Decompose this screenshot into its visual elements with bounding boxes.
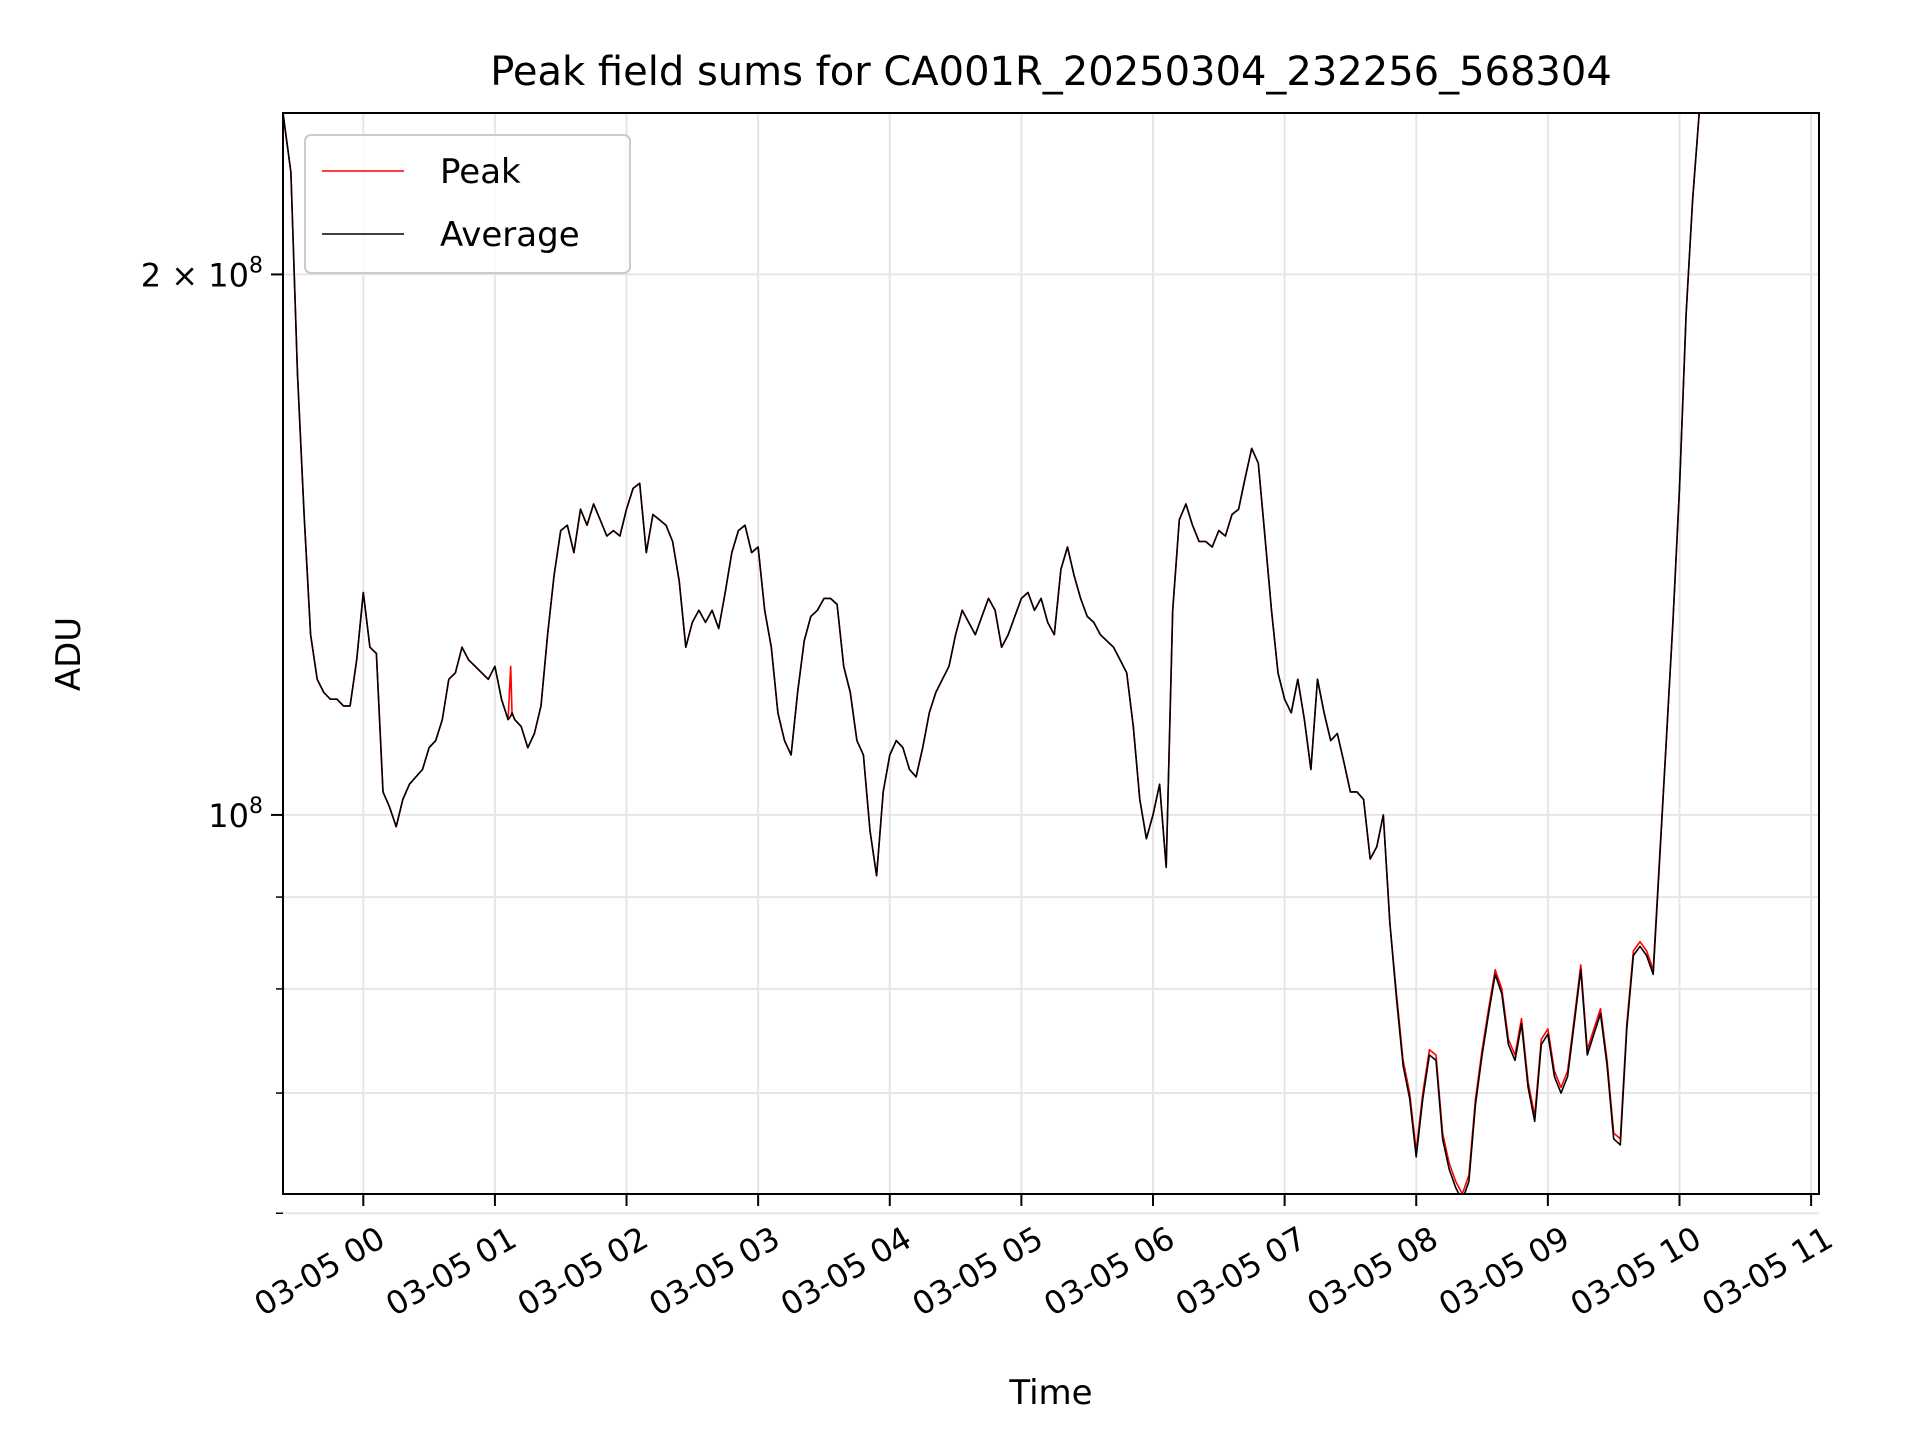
y-tick-label: 2 × 108	[141, 253, 263, 294]
x-axis-label: Time	[1008, 1373, 1092, 1413]
legend: Peak Average	[305, 135, 630, 273]
legend-label-average: Average	[440, 215, 580, 255]
legend-label-peak: Peak	[440, 152, 521, 192]
y-axis-label: ADU	[49, 617, 89, 691]
chart-title: Peak field sums for CA001R_20250304_2322…	[490, 49, 1612, 95]
